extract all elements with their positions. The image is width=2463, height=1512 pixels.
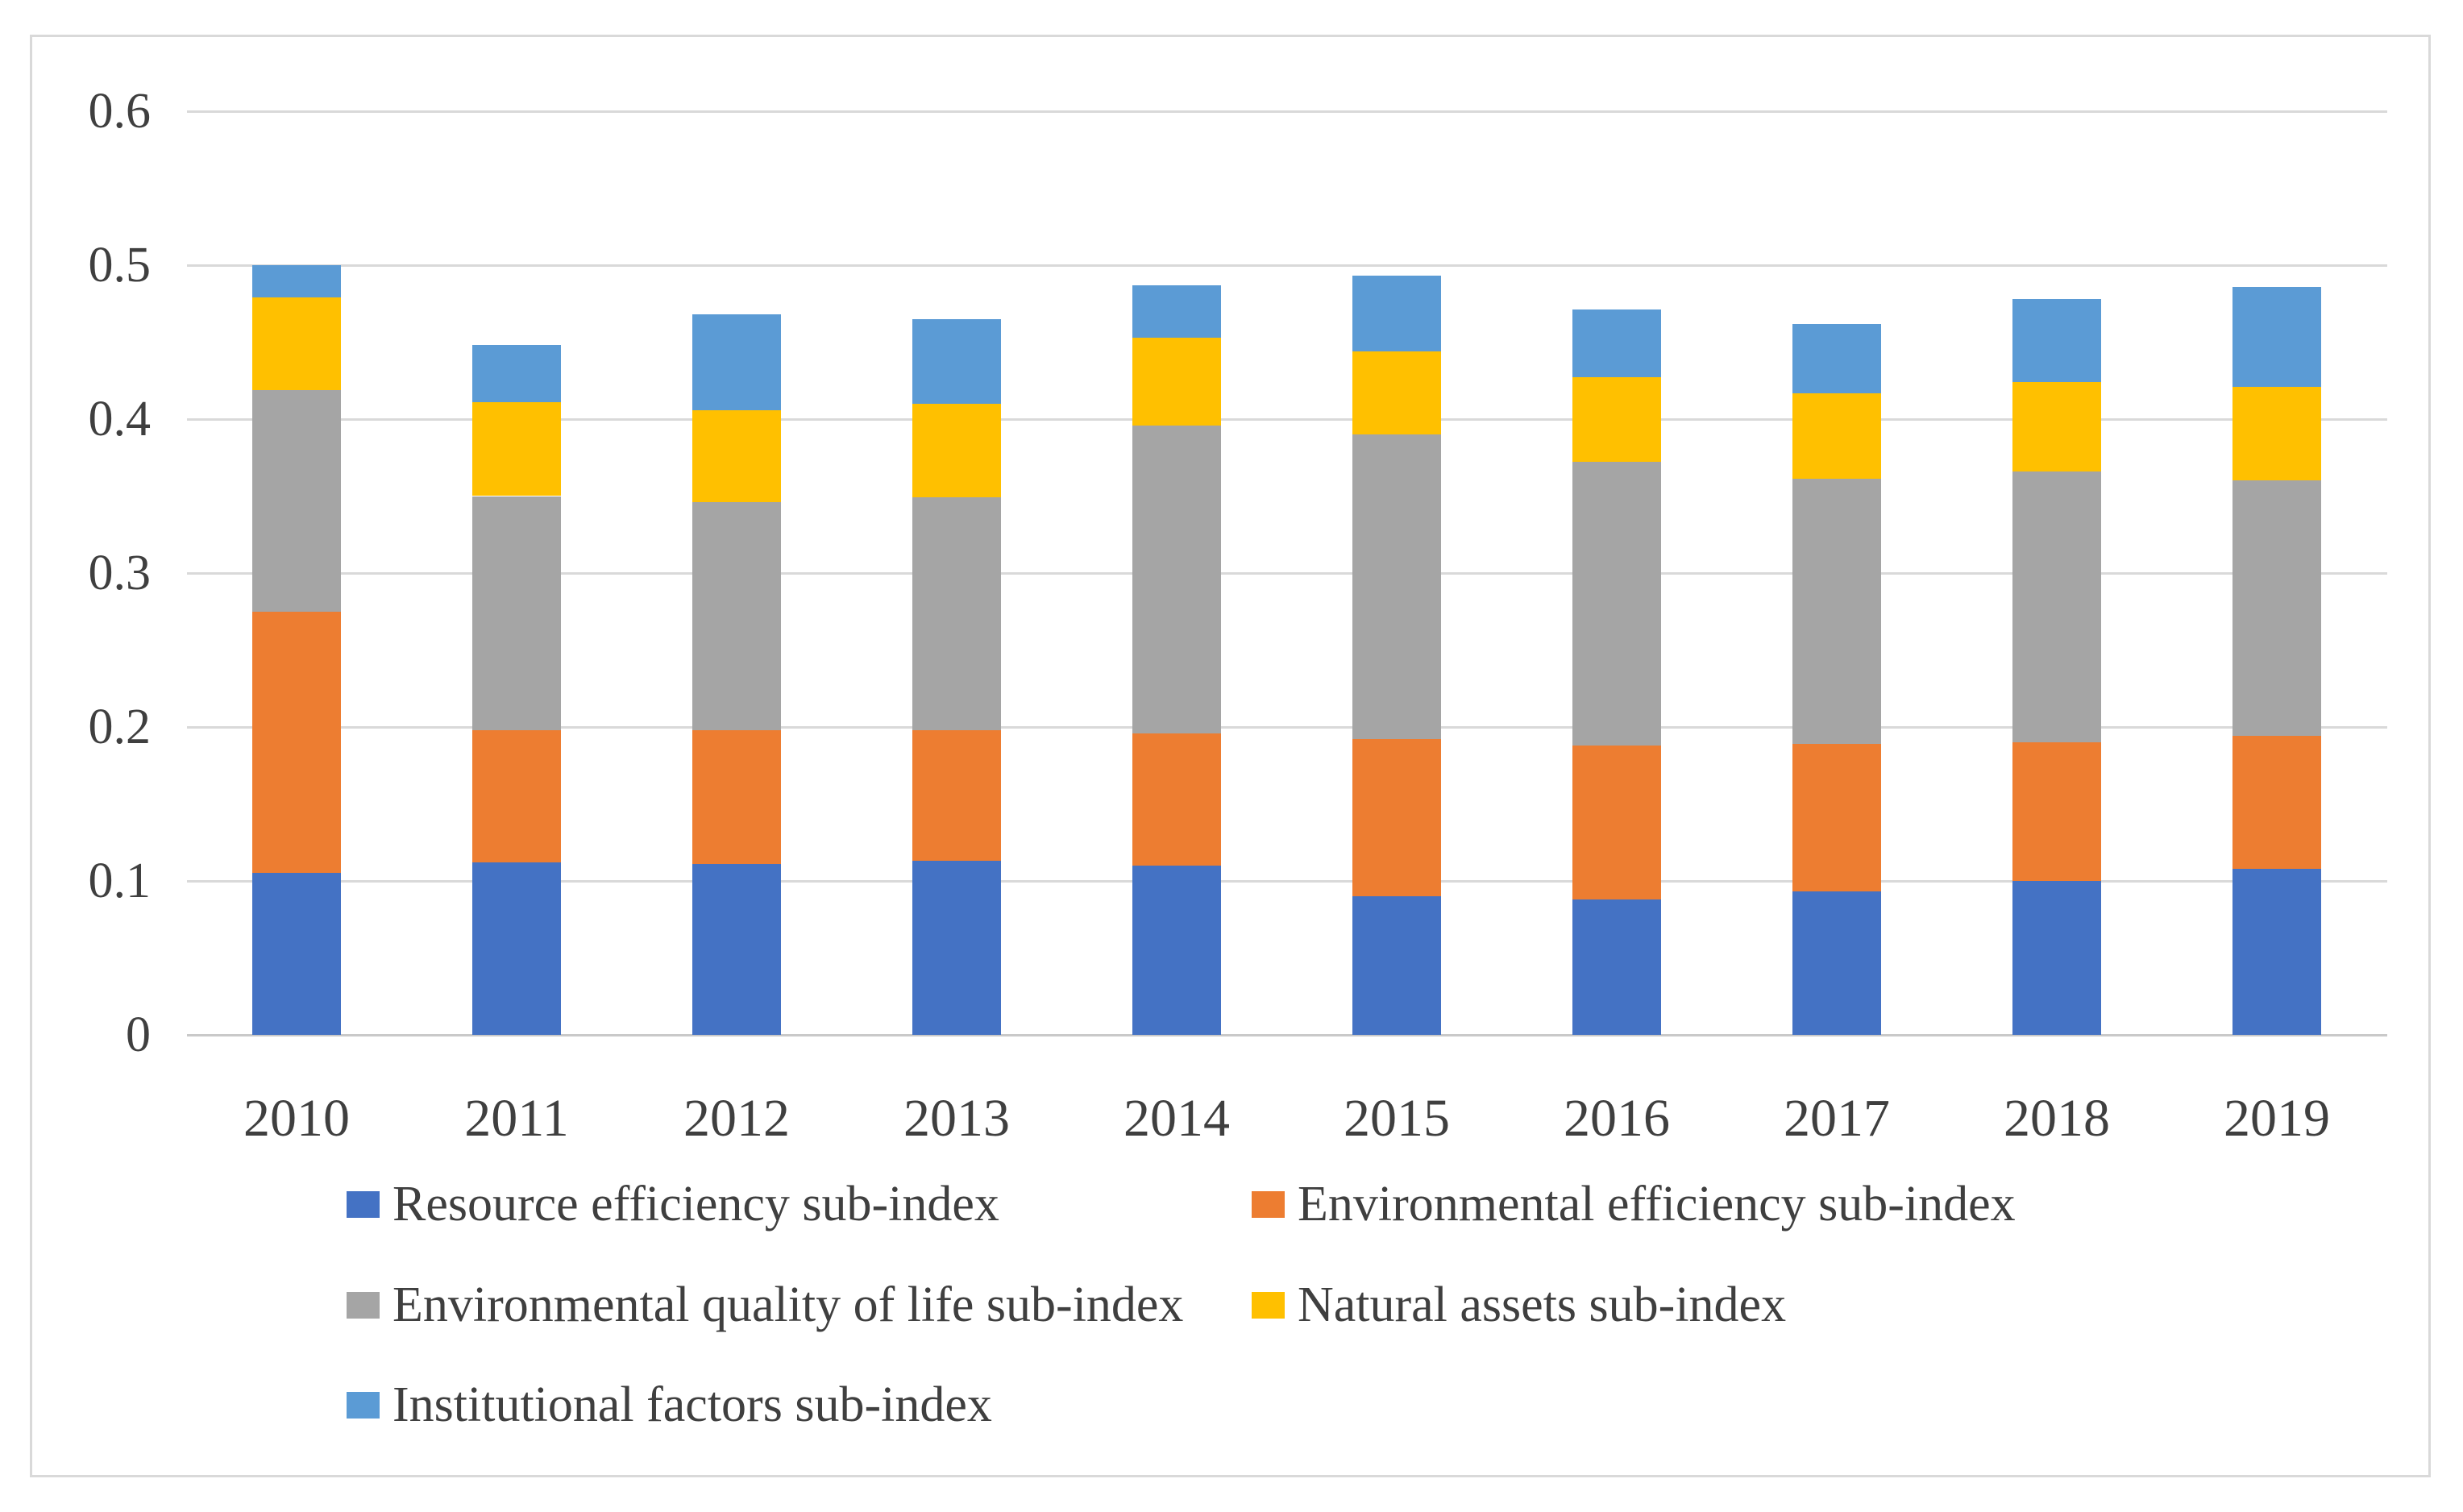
bar-segment-2010-s0	[252, 873, 341, 1035]
bar-segment-2014-s0	[1132, 865, 1221, 1035]
bar-segment-2011-s0	[472, 862, 561, 1035]
chart-frame: 0 0.1 0.2 0.3 0.4 0.5 0.6 2010 2011 2012 2013 2014…	[30, 35, 2431, 1477]
gridline	[187, 572, 2387, 575]
bar-segment-2018-s0	[2012, 881, 2101, 1035]
legend-label: Institutional factors sub-index	[393, 1377, 992, 1432]
legend-label: Natural assets sub-index	[1298, 1277, 1787, 1332]
gridline	[187, 880, 2387, 883]
x-axis-tick-label: 2013	[903, 1089, 1010, 1148]
bar-segment-2015-s1	[1352, 739, 1441, 897]
x-axis-tick-label: 2016	[1564, 1089, 1670, 1148]
legend-label: Resource efficiency sub-index	[393, 1177, 999, 1232]
bar-segment-2014-s4	[1132, 285, 1221, 338]
bar-segment-2012-s3	[692, 409, 781, 503]
x-axis-tick-label: 2017	[1784, 1089, 1890, 1148]
legend-label: Environmental quality of life sub-index	[393, 1277, 1184, 1332]
y-axis-tick-label: 0.5	[88, 238, 152, 293]
bar-segment-2019-s1	[2232, 736, 2321, 869]
bar-segment-2010-s4	[252, 265, 341, 298]
legend-swatch-icon	[347, 1291, 380, 1319]
bar-segment-2013-s1	[912, 729, 1001, 862]
bar-segment-2018-s3	[2012, 382, 2101, 471]
bar-segment-2011-s1	[472, 729, 561, 863]
x-axis-line	[187, 1034, 2387, 1036]
x-axis-tick-label: 2014	[1124, 1089, 1230, 1148]
bar-segment-2012-s0	[692, 863, 781, 1035]
bar-segment-2018-s1	[2012, 742, 2101, 881]
y-axis-tick-label: 0.2	[88, 700, 152, 754]
gridline	[187, 264, 2387, 267]
bar-segment-2011-s2	[472, 496, 561, 730]
bar-segment-2012-s1	[692, 729, 781, 864]
y-axis-tick-label: 0.6	[88, 84, 152, 139]
legend-swatch-icon	[1252, 1190, 1285, 1218]
x-axis-tick-label: 2010	[243, 1089, 350, 1148]
legend-swatch-icon	[1252, 1291, 1285, 1319]
bar-segment-2016-s3	[1572, 377, 1661, 463]
legend-item-s1: Environmental efficiency sub-index	[1252, 1175, 2016, 1233]
gridline	[187, 418, 2387, 421]
bar-segment-2019-s4	[2232, 286, 2321, 387]
bar-segment-2012-s2	[692, 502, 781, 730]
y-axis-tick-label: 0	[126, 1007, 151, 1062]
legend-item-s2: Environmental quality of life sub-index	[347, 1276, 1183, 1334]
bar-segment-2017-s0	[1792, 891, 1881, 1035]
bar-segment-2018-s2	[2012, 471, 2101, 743]
bar-segment-2019-s3	[2232, 386, 2321, 481]
bar-segment-2014-s2	[1132, 425, 1221, 733]
x-axis-tick-label: 2019	[2224, 1089, 2330, 1148]
gridline	[187, 726, 2387, 729]
gridline	[187, 110, 2387, 113]
bar-segment-2015-s4	[1352, 276, 1441, 351]
bar-segment-2011-s3	[472, 401, 561, 496]
legend-label: Environmental efficiency sub-index	[1298, 1177, 2016, 1232]
bar-segment-2010-s2	[252, 389, 341, 612]
bar-segment-2017-s2	[1792, 479, 1881, 744]
bar-segment-2019-s0	[2232, 868, 2321, 1035]
bar-segment-2013-s3	[912, 403, 1001, 498]
x-axis-tick-label: 2012	[683, 1089, 790, 1148]
bar-segment-2011-s4	[472, 345, 561, 402]
bar-segment-2010-s3	[252, 297, 341, 390]
bar-segment-2017-s4	[1792, 323, 1881, 393]
legend-swatch-icon	[347, 1391, 380, 1419]
bar-segment-2019-s2	[2232, 480, 2321, 737]
bar-segment-2016-s2	[1572, 462, 1661, 746]
y-axis-tick-label: 0.1	[88, 854, 152, 908]
legend-item-s0: Resource efficiency sub-index	[347, 1175, 999, 1233]
bar-segment-2010-s1	[252, 611, 341, 874]
legend-item-s3: Natural assets sub-index	[1252, 1276, 1786, 1334]
y-axis-tick-label: 0.4	[88, 392, 152, 447]
bar-segment-2015-s3	[1352, 351, 1441, 435]
bar-segment-2012-s4	[692, 314, 781, 410]
bar-segment-2016-s0	[1572, 899, 1661, 1035]
bar-segment-2017-s1	[1792, 744, 1881, 892]
bar-segment-2013-s4	[912, 318, 1001, 404]
bar-segment-2015-s0	[1352, 896, 1441, 1035]
bar-segment-2015-s2	[1352, 434, 1441, 740]
bar-segment-2014-s1	[1132, 733, 1221, 866]
bar-segment-2016-s4	[1572, 309, 1661, 378]
bar-segment-2013-s0	[912, 861, 1001, 1035]
x-axis-tick-label: 2015	[1344, 1089, 1450, 1148]
x-axis-tick-label: 2018	[2004, 1089, 2110, 1148]
bar-segment-2017-s3	[1792, 393, 1881, 480]
bar-segment-2013-s2	[912, 497, 1001, 730]
x-axis-tick-label: 2011	[464, 1089, 569, 1148]
bar-segment-2016-s1	[1572, 745, 1661, 899]
bar-segment-2014-s3	[1132, 337, 1221, 426]
bar-segment-2018-s4	[2012, 299, 2101, 383]
y-axis-tick-label: 0.3	[88, 546, 152, 600]
legend-swatch-icon	[347, 1190, 380, 1218]
legend-item-s4: Institutional factors sub-index	[347, 1376, 992, 1434]
